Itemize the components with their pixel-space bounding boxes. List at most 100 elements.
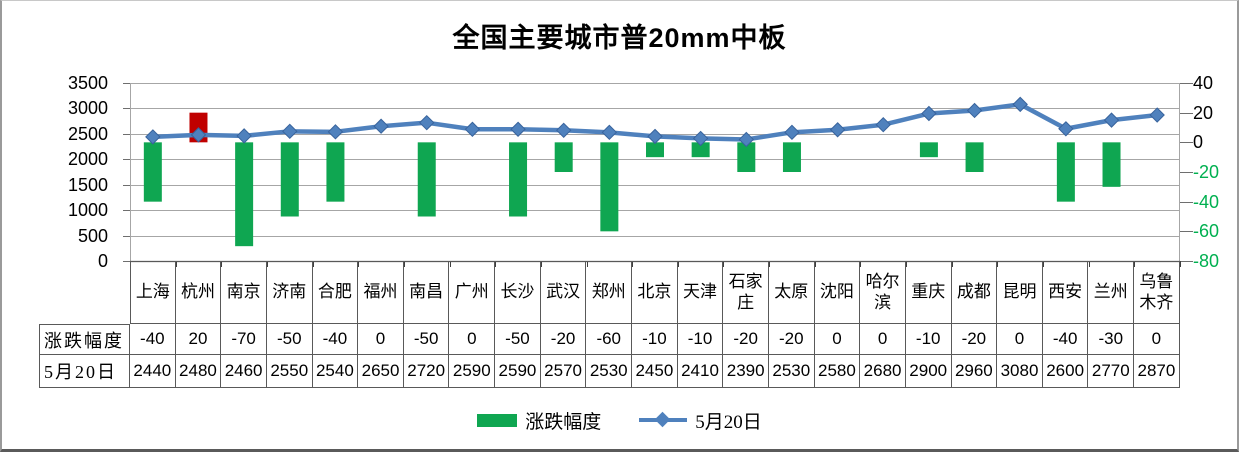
table-change-value: -50 [403,324,450,355]
table-change-value: -50 [266,324,313,355]
right-axis-tick-label: 40 [1193,73,1214,93]
table-price-value: 2530 [586,355,633,388]
data-point-marker [738,131,755,148]
data-point-marker [1012,96,1028,113]
bar [1056,142,1075,202]
bar [509,142,528,217]
table-change-value: -20 [951,324,998,355]
data-point-marker [966,102,983,119]
table-city-header: 南昌 [403,261,450,324]
data-point-marker [692,130,709,147]
chart-data-table: 上海 杭州 南京 济南 合肥 福州 南昌 广州 长沙 武汉 郑州 北京 天津 石家庄 太原 沈阳 哈尔滨 重庆 成都… [39,261,1180,388]
table-city-header: 长沙 [495,261,541,324]
data-point-marker [784,124,800,141]
table-city-header: 北京 [632,261,678,324]
table-price-value: 2590 [495,355,541,388]
table-price-value: 2960 [951,355,998,388]
table-change-value: -40 [312,324,359,355]
right-axis-tick-label: -80 [1193,251,1220,271]
right-axis-tick-label: -40 [1193,191,1220,212]
data-point-marker [829,122,846,138]
table-price-value: 2720 [403,355,450,388]
bar [1102,142,1121,187]
left-axis-tick-label: 3500 [67,73,108,93]
bar [235,142,254,247]
data-point-marker [1149,107,1165,123]
table-price-value: 2580 [814,355,861,388]
right-axis-tick-label: -20 [1193,162,1220,182]
chart-title: 全国主要城市普20mm中板 [452,23,787,53]
bar [143,142,162,202]
table-city-header: 南京 [221,261,267,324]
data-point-marker [510,121,526,137]
bar [965,142,984,172]
table-change-value: -30 [1088,324,1135,355]
table-price-value: 2570 [540,355,587,388]
table-city-header: 合肥 [312,261,359,324]
table-change-value: 20 [175,324,222,355]
table-corner-spacer [39,261,130,324]
right-axis-tick-label: 0 [1193,132,1204,153]
left-axis-tick-label: 500 [77,225,108,246]
table-change-value: -10 [632,324,678,355]
table-price-value: 2650 [358,355,404,388]
legend-label-line: 5月20日 [695,411,762,433]
table-city-header: 乌鲁木齐 [1134,261,1180,324]
bar [417,142,436,217]
legend-label-bars: 涨跌幅度 [525,411,602,433]
table-city-header: 石家庄 [723,261,769,324]
table-price-value: 2530 [768,355,815,388]
table-city-header: 昆明 [997,261,1043,324]
table-change-value: -10 [905,324,952,355]
table-price-value: 2680 [860,355,906,388]
left-axis-tick-label: 1500 [67,174,108,195]
bar [919,142,938,158]
bar [646,142,664,158]
left-axis-tick-label: 2000 [67,149,108,170]
data-point-marker [464,121,481,137]
bar [280,142,299,217]
legend-item-line: 5月20日 [639,407,762,434]
table-city-header: 太原 [768,261,815,324]
table-change-value: -60 [586,324,633,355]
data-point-marker [647,128,663,145]
table-change-value: 0 [997,324,1043,355]
table-price-value: 2460 [221,355,267,388]
table-price-value: 2870 [1134,355,1180,388]
table-city-header: 福州 [358,261,404,324]
data-point-marker [875,116,891,133]
table-change-value: -40 [130,324,176,355]
table-change-value: -10 [677,324,724,355]
legend-item-bars: 涨跌幅度 [477,407,601,434]
table-city-header: 沈阳 [814,261,861,324]
table-city-header: 杭州 [175,261,222,324]
table-city-header: 哈尔滨 [860,261,906,324]
table-change-value: -70 [221,324,267,355]
table-price-value: 3080 [997,355,1043,388]
table-price-value: 2480 [175,355,222,388]
bar-series-swatch-icon [477,413,518,427]
table-change-value: -20 [768,324,815,355]
table-city-header: 天津 [677,261,724,324]
bar [691,142,710,158]
table-city-header: 兰州 [1088,261,1135,324]
table-price-value: 2440 [130,355,176,388]
legend: 涨跌幅度 5月20日 [2,404,1237,436]
table-city-header: 济南 [266,261,313,324]
table-price-value: 2600 [1042,355,1089,388]
data-point-marker [921,105,937,122]
table-change-value: -20 [723,324,769,355]
data-point-marker [190,127,207,143]
data-point-marker [373,118,389,134]
table-change-value: 0 [814,324,861,355]
left-axis-tick-label: 0 [97,251,108,271]
data-point-marker [327,124,344,140]
data-point-marker [419,114,435,131]
table-row-label: 涨跌幅度 [39,324,130,355]
right-axis-tick-label: 20 [1193,102,1214,123]
bar [737,142,756,172]
table-price-value: 2410 [677,355,724,388]
table-change-value: -20 [540,324,587,355]
